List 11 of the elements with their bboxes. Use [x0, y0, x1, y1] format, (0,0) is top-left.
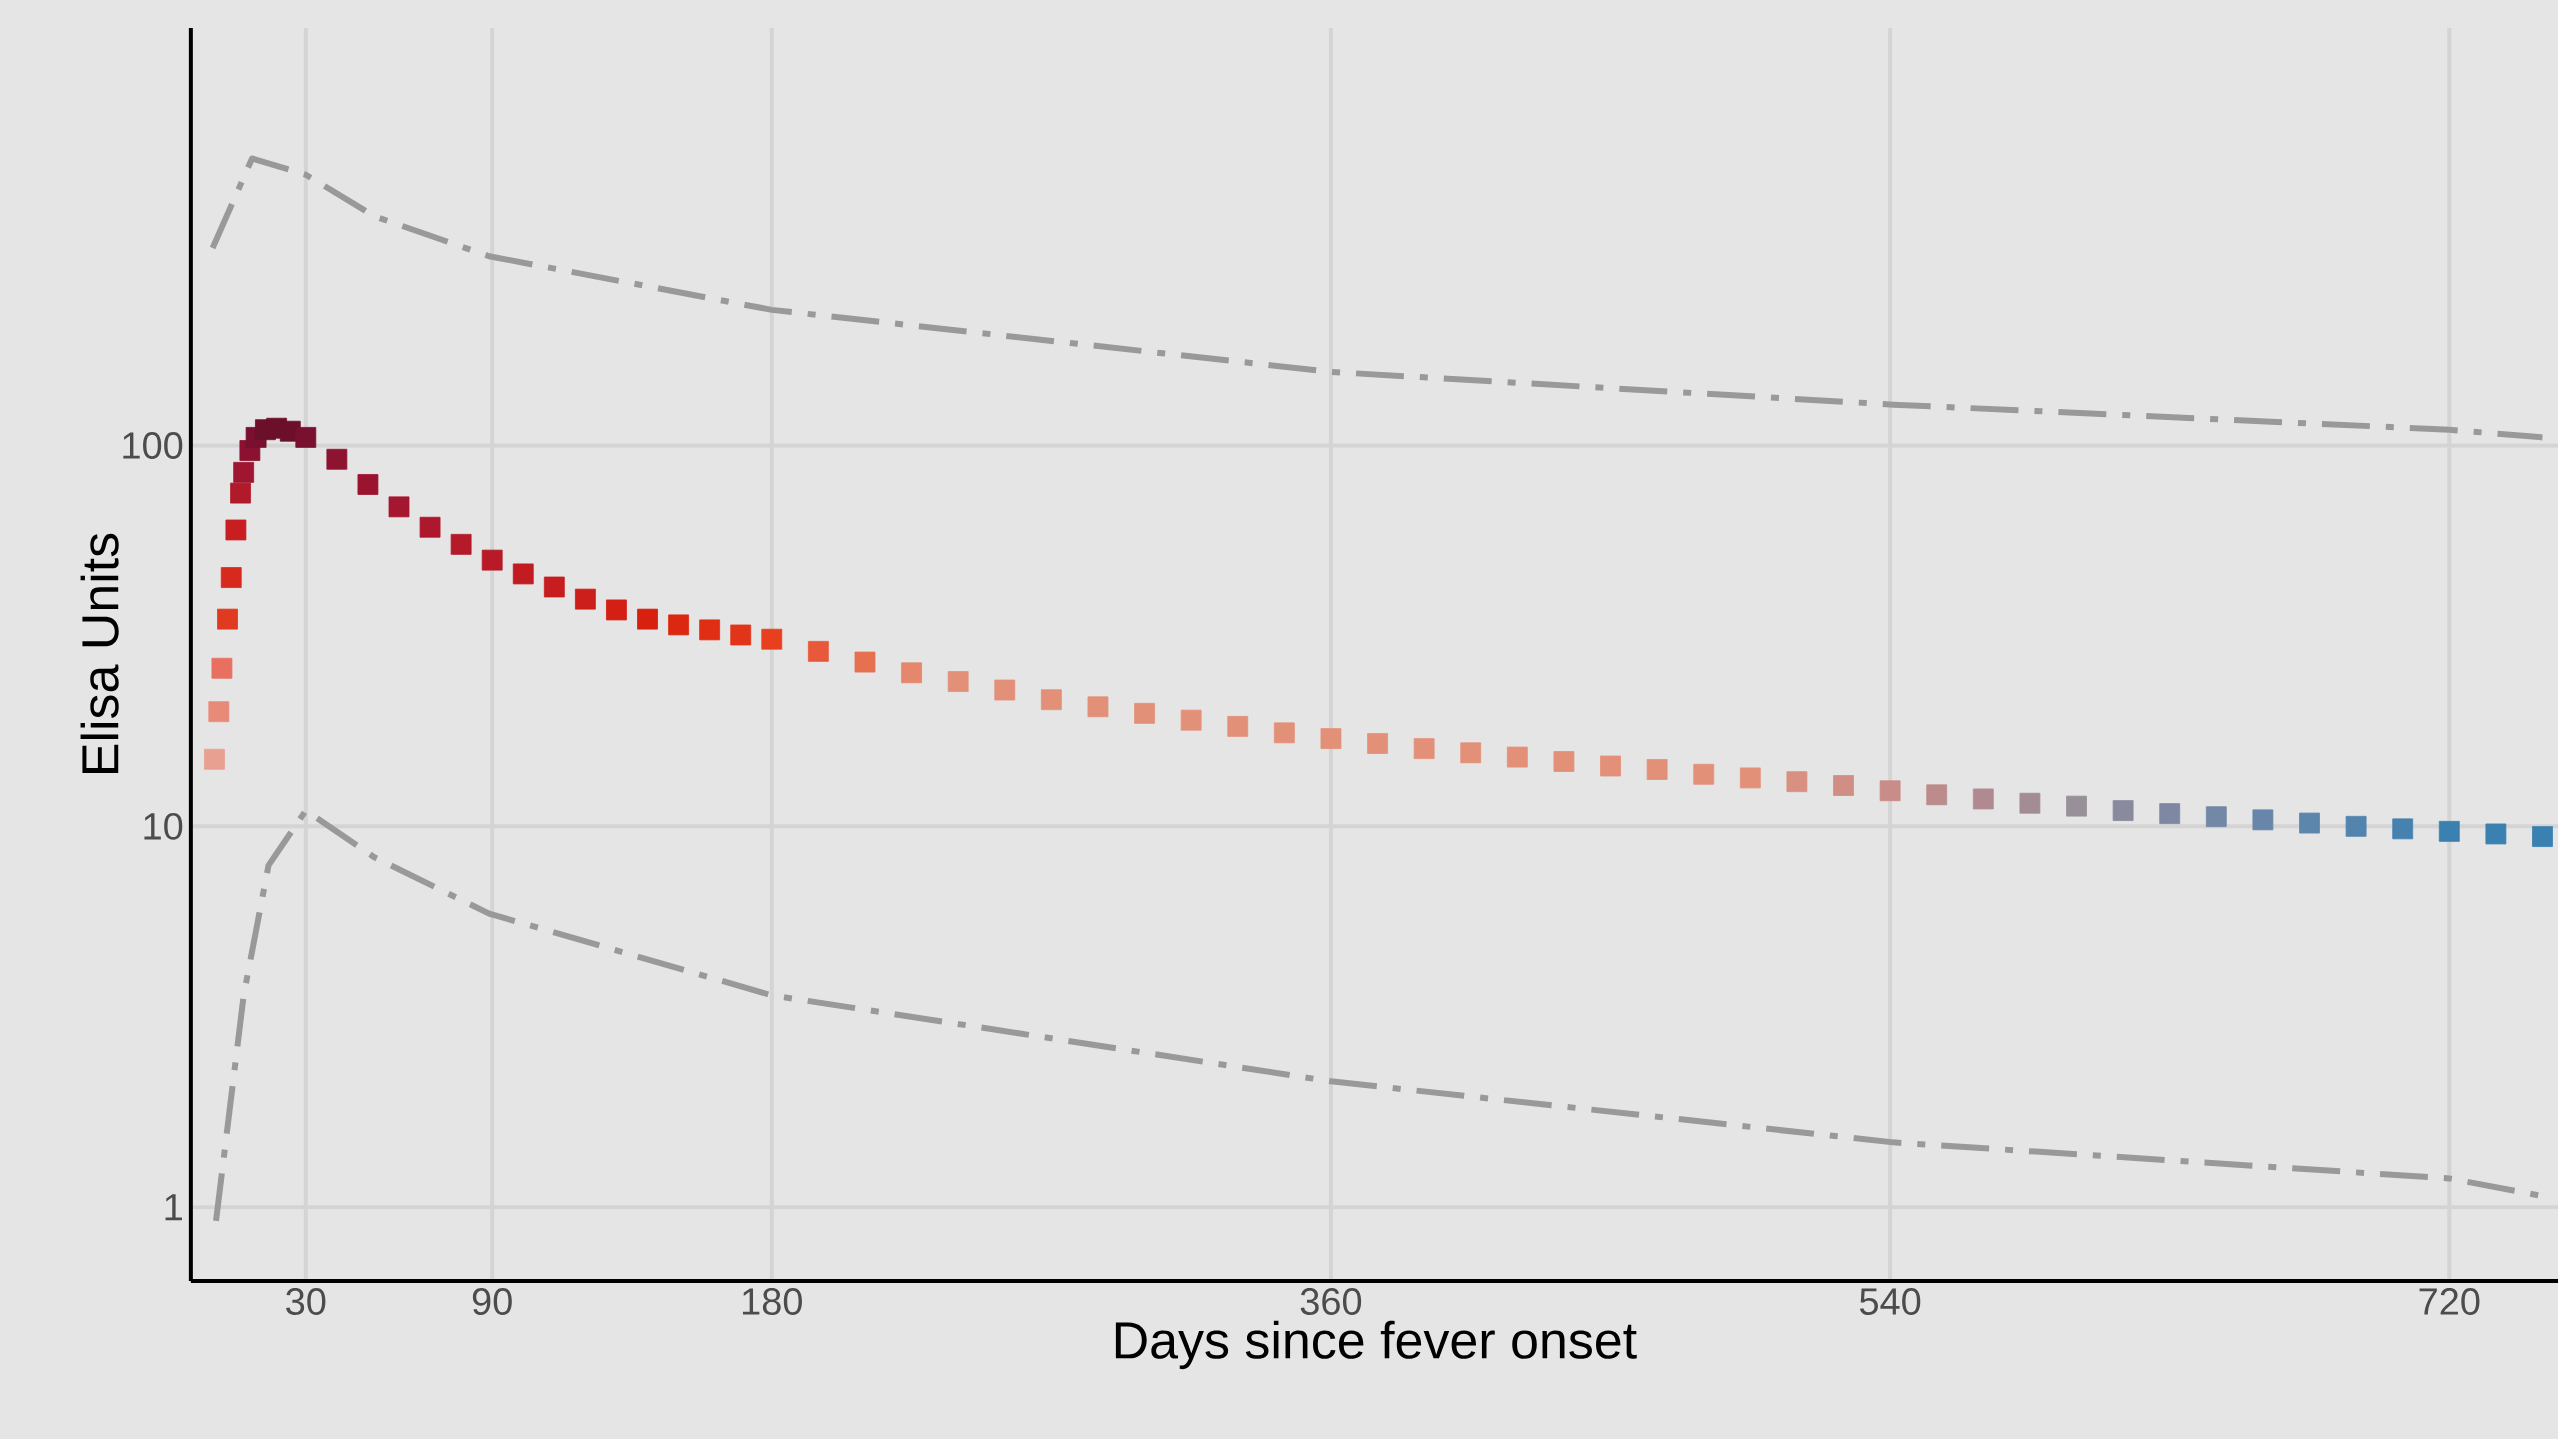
x-tick-label: 30 [286, 1288, 326, 1316]
x-tick-label: 360 [1300, 1288, 1362, 1316]
x-tick-label: 720 [2419, 1288, 2480, 1316]
y-axis-title: Elisa Units [80, 533, 119, 774]
x-axis-title: Days since fever onset [1115, 1320, 1637, 1370]
x-tick-label: 180 [742, 1288, 802, 1316]
x-tick-label: 90 [472, 1288, 512, 1316]
y-tick-label: 100 [123, 432, 183, 459]
y-tick-label: 10 [144, 812, 183, 840]
y-tick-label: 1 [165, 1194, 182, 1221]
x-tick-label: 540 [1859, 1288, 1921, 1316]
